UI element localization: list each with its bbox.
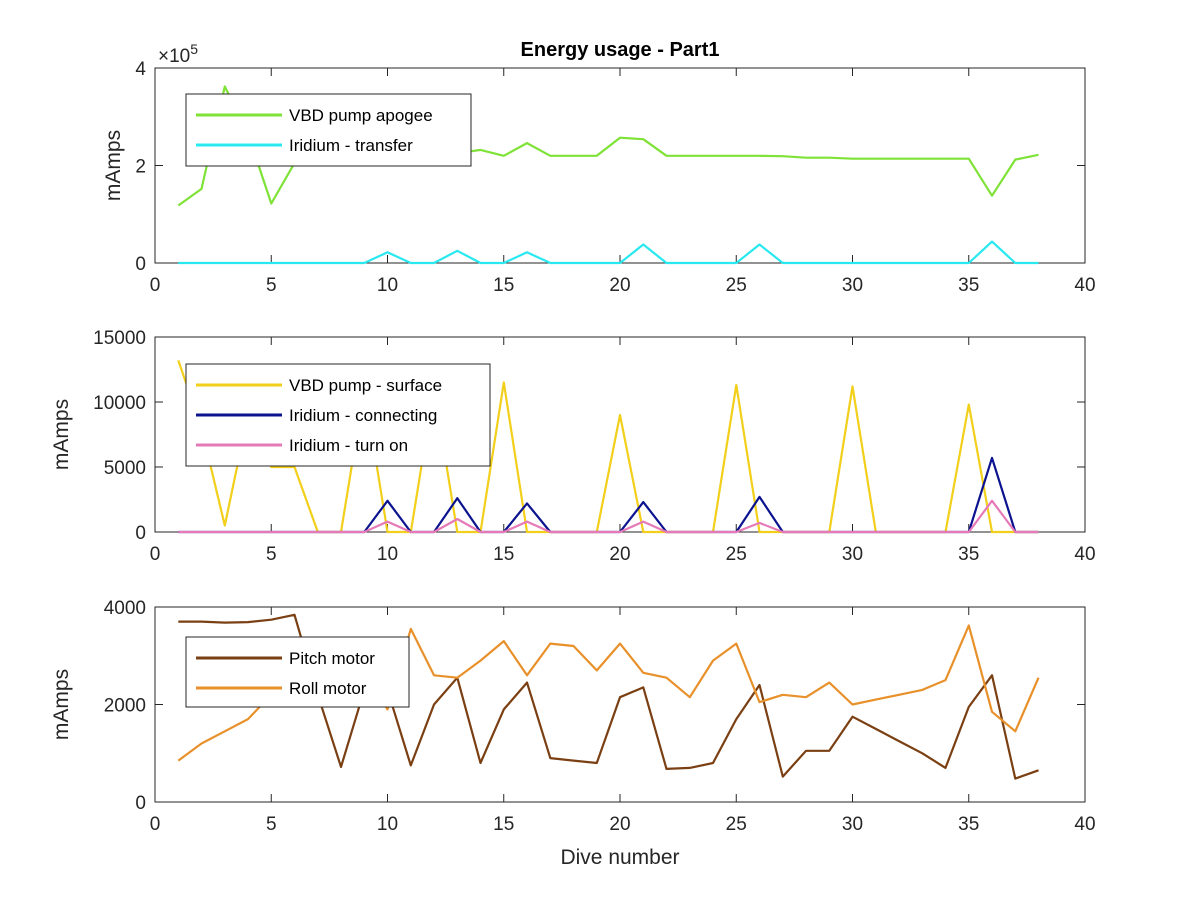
legend-label: VBD pump - surface xyxy=(289,376,442,395)
x-tick-label: 30 xyxy=(842,814,863,835)
x-axis-label: Dive number xyxy=(560,846,679,869)
x-tick-label: 20 xyxy=(609,814,630,835)
x-tick-label: 30 xyxy=(842,275,863,296)
y-tick-label: 0 xyxy=(135,523,146,544)
y-tick-label: 5000 xyxy=(104,458,146,479)
subplot-3: 0 5 10 15 20 25 30 35 40 0 2000 4000 mAmps Dive numbe… xyxy=(50,598,1096,869)
legend: VBD pump apogee Iridium - transfer xyxy=(185,93,472,167)
legend-label: Pitch motor xyxy=(289,649,375,668)
x-tick-label: 5 xyxy=(266,544,277,565)
y-tick-label: 4 xyxy=(135,59,146,80)
y-axis-label: mAmps xyxy=(102,130,125,201)
x-tick-label: 35 xyxy=(958,814,979,835)
x-tick-label: 5 xyxy=(266,275,277,296)
series-line-3 xyxy=(178,499,1039,534)
y-tick-label: 15000 xyxy=(93,328,146,349)
x-tick-label: 15 xyxy=(493,544,514,565)
legend-box xyxy=(185,636,410,708)
legend-label: Iridium - transfer xyxy=(289,136,413,155)
y-exponent-label: ×105 xyxy=(158,41,198,67)
x-tick-label: 40 xyxy=(1074,814,1095,835)
legend-label: VBD pump apogee xyxy=(289,106,433,125)
series-line-2 xyxy=(178,240,1039,265)
chart-title: Energy usage - Part1 xyxy=(521,39,720,61)
x-tick-label: 15 xyxy=(493,275,514,296)
legend-label: Roll motor xyxy=(289,679,367,698)
x-tick-label: 0 xyxy=(150,275,161,296)
legend: VBD pump - surface Iridium - connecting Ir… xyxy=(185,363,491,467)
y-tick-label: 2000 xyxy=(104,696,146,717)
x-tick-label: 40 xyxy=(1074,275,1095,296)
subplot-1: 0 5 10 15 20 25 30 35 40 0 2 4 ×105 mAmps VBD pump apo… xyxy=(102,41,1096,296)
y-axis-label: mAmps xyxy=(50,669,73,740)
x-tick-label: 25 xyxy=(726,814,747,835)
x-tick-label: 10 xyxy=(377,275,398,296)
legend: Pitch motor Roll motor xyxy=(185,636,410,708)
y-tick-label: 2 xyxy=(135,157,146,178)
x-tick-label: 10 xyxy=(377,814,398,835)
x-tick-label: 0 xyxy=(150,544,161,565)
legend-box xyxy=(185,93,472,167)
legend-label: Iridium - connecting xyxy=(289,406,437,425)
legend-label: Iridium - turn on xyxy=(289,436,408,455)
subplot-2: 0 5 10 15 20 25 30 35 40 0 5000 10000 15000 mAmps VBD … xyxy=(50,328,1096,565)
x-tick-label: 40 xyxy=(1074,544,1095,565)
x-tick-label: 10 xyxy=(377,544,398,565)
x-tick-label: 35 xyxy=(958,544,979,565)
x-tick-label: 5 xyxy=(266,814,277,835)
y-exponent-power: 5 xyxy=(190,41,198,57)
x-tick-label: 25 xyxy=(726,275,747,296)
x-tick-label: 0 xyxy=(150,814,161,835)
y-axis-label: mAmps xyxy=(50,399,73,470)
x-tick-label: 15 xyxy=(493,814,514,835)
y-tick-label: 4000 xyxy=(104,598,146,619)
y-tick-label: 10000 xyxy=(93,393,146,414)
x-tick-label: 25 xyxy=(726,544,747,565)
x-tick-label: 20 xyxy=(609,544,630,565)
x-tick-label: 35 xyxy=(958,275,979,296)
y-tick-label: 0 xyxy=(135,793,146,814)
y-tick-label: 0 xyxy=(135,254,146,275)
x-tick-label: 30 xyxy=(842,544,863,565)
x-tick-label: 20 xyxy=(609,275,630,296)
